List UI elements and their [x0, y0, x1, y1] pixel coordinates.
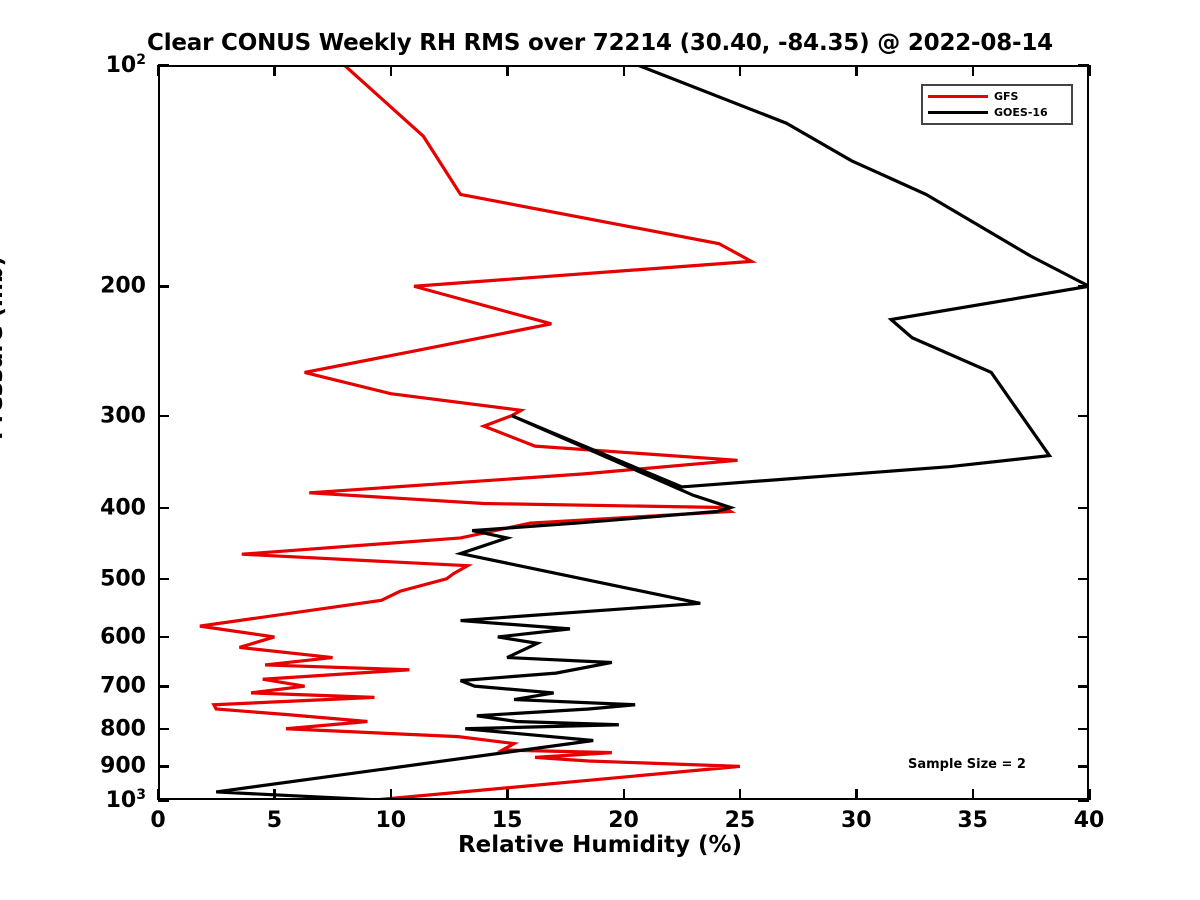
legend-label-gfs: GFS [994, 90, 1019, 104]
y-tick-mark [158, 506, 169, 509]
y-tick-mark [158, 285, 169, 288]
x-tick-mark [738, 789, 742, 800]
x-tick-label: 40 [1073, 808, 1105, 833]
sample-size-annotation: Sample Size = 2 [908, 757, 1026, 772]
x-axis-title: Relative Humidity (%) [457, 832, 743, 858]
y-tick-mark-right [1078, 765, 1089, 768]
y-tick-mark [158, 64, 169, 67]
x-tick-mark [971, 789, 975, 800]
y-tick-mark-right [1078, 285, 1089, 288]
y-tick-label: 103 [105, 786, 146, 814]
x-tick-mark [855, 789, 858, 800]
y-tick-label: 400 [100, 495, 146, 520]
legend: GFS GOES-16 [921, 84, 1073, 125]
x-tick-mark [389, 789, 393, 800]
y-tick-label: 300 [100, 403, 146, 429]
y-tick-label: 102 [105, 51, 146, 79]
x-tick-mark [1088, 789, 1091, 800]
y-tick-mark [158, 727, 169, 731]
x-tick-label: 20 [608, 808, 639, 833]
x-tick-mark [157, 789, 160, 800]
chart-title: Clear CONUS Weekly RH RMS over 72214 (30… [147, 30, 1053, 56]
x-tick-label: 0 [150, 808, 166, 833]
x-tick-label: 30 [840, 808, 872, 833]
x-tick-mark [622, 789, 625, 800]
y-tick-mark-right [1078, 506, 1089, 509]
legend-item-gfs: GFS [928, 89, 1066, 104]
x-tick-label: 15 [491, 808, 523, 833]
y-tick-mark [158, 635, 169, 639]
y-tick-mark [158, 765, 169, 768]
data-lines [199, 65, 1089, 800]
legend-item-goes16: GOES-16 [928, 105, 1066, 120]
x-tick-mark-top [389, 65, 393, 76]
y-tick-mark-right [1078, 799, 1089, 802]
series-line-goes-16 [215, 65, 1089, 800]
x-tick-mark-top [1088, 65, 1091, 76]
plot-frame [158, 65, 1089, 800]
x-tick-mark-top [506, 65, 509, 76]
y-tick-mark-right [1078, 577, 1089, 581]
x-tick-mark-top [622, 65, 625, 76]
x-tick-mark-top [157, 65, 160, 76]
y-tick-mark [158, 799, 169, 802]
x-tick-mark-top [738, 65, 742, 76]
x-tick-label: 35 [957, 808, 988, 833]
x-tick-label: 25 [724, 808, 756, 833]
x-tick-label: 5 [266, 808, 283, 833]
x-tick-mark-top [855, 65, 858, 76]
plot-area [158, 65, 1089, 800]
y-tick-mark-right [1078, 727, 1089, 731]
x-tick-label: 10 [375, 808, 407, 833]
y-tick-mark-right [1078, 414, 1089, 418]
y-tick-mark-right [1078, 635, 1089, 639]
y-tick-mark-right [1078, 685, 1089, 688]
y-tick-mark [158, 577, 169, 581]
y-tick-label: 200 [100, 273, 146, 299]
y-axis-title: Pressure (mb) [0, 256, 8, 440]
y-tick-label: 600 [100, 624, 146, 650]
y-tick-mark [158, 685, 169, 688]
y-tick-label: 800 [100, 716, 146, 742]
y-tick-label: 700 [100, 673, 146, 699]
y-tick-label: 900 [100, 753, 146, 779]
y-tick-label: 500 [100, 566, 146, 592]
legend-label-goes16: GOES-16 [994, 105, 1048, 119]
y-tick-mark [158, 414, 169, 418]
legend-swatch-goes16 [928, 110, 988, 114]
x-tick-mark-top [971, 65, 975, 76]
series-line-gfs [199, 65, 758, 800]
x-tick-mark [273, 789, 276, 800]
x-tick-mark-top [273, 65, 276, 76]
y-tick-mark-right [1078, 64, 1089, 67]
x-tick-mark [506, 789, 509, 800]
legend-swatch-gfs [928, 95, 988, 99]
